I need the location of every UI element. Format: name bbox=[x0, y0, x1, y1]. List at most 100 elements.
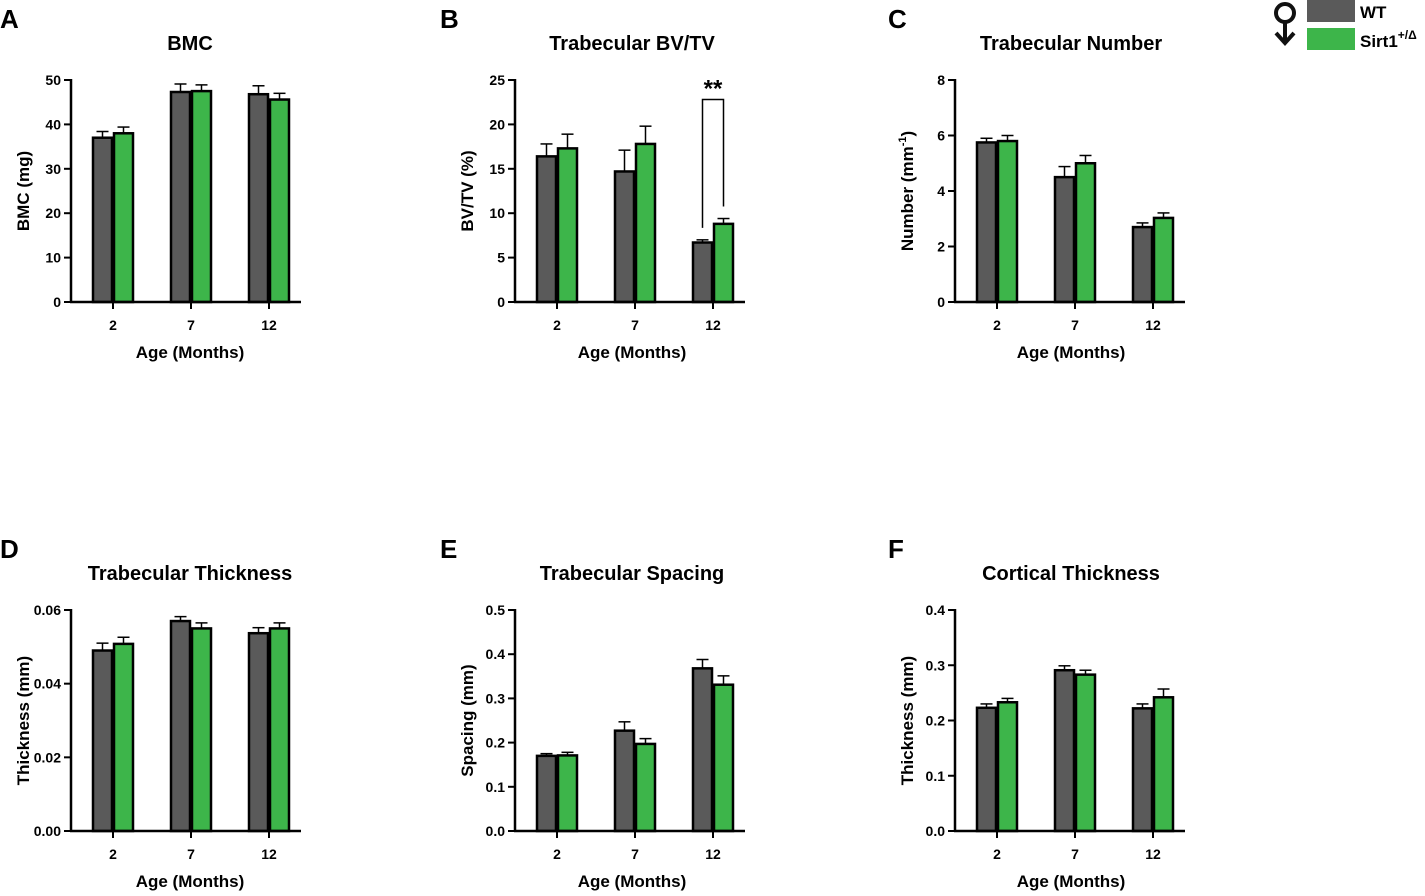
bar-wt-12 bbox=[247, 631, 270, 833]
bar-wt-7 bbox=[1053, 668, 1076, 833]
chart-title: Trabecular BV/TV bbox=[549, 33, 715, 55]
y-tick-label: 50 bbox=[45, 72, 61, 88]
y-tick-label: 15 bbox=[489, 161, 505, 177]
y-tick-label: 20 bbox=[489, 116, 505, 132]
x-tick-label: 2 bbox=[109, 846, 117, 862]
x-tick-label: 7 bbox=[187, 846, 195, 862]
y-tick-label: 0.3 bbox=[926, 657, 946, 673]
y-tick-label: 30 bbox=[45, 161, 61, 177]
y-tick-label: 6 bbox=[937, 128, 945, 144]
bar-sirt1-2 bbox=[112, 132, 135, 304]
panel-letter: A bbox=[0, 4, 19, 34]
chart-panel-e: E Trabecular Spacing 2 7 12 0.0 0.1 0.2 0.3 0.4 0.… bbox=[440, 534, 745, 891]
y-tick-label: 0.00 bbox=[34, 823, 61, 839]
x-tick-label: 12 bbox=[261, 317, 277, 333]
panel-letter: B bbox=[440, 4, 459, 34]
bar-wt-2 bbox=[91, 136, 114, 304]
y-axis-label: BV/TV (%) bbox=[458, 150, 477, 231]
x-axis-label: Age (Months) bbox=[1017, 343, 1126, 362]
bar-sirt1-7 bbox=[1074, 673, 1097, 833]
bar-wt-12 bbox=[1131, 225, 1154, 304]
x-tick-label: 12 bbox=[261, 846, 277, 862]
chart-title: Trabecular Thickness bbox=[88, 563, 293, 585]
chart-panel-d: D Trabecular Thickness 2 7 12 0.00 0.02 0.04 0.0… bbox=[0, 534, 301, 891]
chart-title: BMC bbox=[167, 33, 213, 55]
bar-sirt1-7 bbox=[634, 742, 657, 833]
x-axis-label: Age (Months) bbox=[136, 872, 245, 891]
y-tick-label: 0.3 bbox=[486, 690, 506, 706]
y-tick-label: 25 bbox=[489, 72, 505, 88]
bar-wt-12 bbox=[247, 92, 270, 304]
y-axis-label: Number (mm-1) bbox=[897, 131, 917, 251]
x-axis-label: Age (Months) bbox=[136, 343, 245, 362]
x-tick-label: 7 bbox=[1071, 846, 1079, 862]
y-axis-label: Thickness (mm) bbox=[898, 656, 917, 785]
legend: WT Sirt1+/Δ bbox=[1274, 0, 1417, 51]
legend-label-sirt1-sup: +/Δ bbox=[1398, 28, 1417, 42]
x-tick-label: 2 bbox=[993, 846, 1001, 862]
bar-sirt1-12 bbox=[268, 98, 291, 304]
y-tick-label: 0.06 bbox=[34, 602, 61, 618]
y-tick-label: 5 bbox=[497, 250, 505, 266]
y-tick-label: 0 bbox=[497, 294, 505, 310]
y-tick-label: 0.02 bbox=[34, 749, 61, 765]
chart-panel-c: C Trabecular Number 2 7 12 0 2 4 6 8 Age (Months) N… bbox=[888, 4, 1185, 362]
x-tick-label: 7 bbox=[1071, 317, 1079, 333]
y-axis-label-tail: ) bbox=[898, 131, 917, 137]
y-tick-label: 0 bbox=[937, 294, 945, 310]
bar-wt-2 bbox=[535, 754, 558, 833]
bar-wt-2 bbox=[535, 155, 558, 304]
y-axis-label-text: BV/TV (%) bbox=[458, 150, 477, 231]
y-tick-label: 20 bbox=[45, 205, 61, 221]
significance-label: ** bbox=[704, 76, 723, 103]
y-tick-label: 40 bbox=[45, 116, 61, 132]
y-axis-label-sup: -1 bbox=[897, 137, 909, 147]
bar-wt-12 bbox=[691, 241, 714, 304]
y-axis-label-text: Thickness (mm) bbox=[14, 656, 33, 785]
x-tick-label: 2 bbox=[993, 317, 1001, 333]
bar-sirt1-2 bbox=[556, 147, 579, 304]
panel-letter: D bbox=[0, 534, 19, 564]
significance-bracket bbox=[701, 98, 725, 228]
bar-sirt1-12 bbox=[1152, 696, 1175, 833]
bar-sirt1-2 bbox=[556, 754, 579, 833]
chart-title: Cortical Thickness bbox=[982, 563, 1160, 585]
y-axis-label: Thickness (mm) bbox=[14, 656, 33, 785]
panel-letter: F bbox=[888, 534, 904, 564]
x-tick-label: 2 bbox=[553, 846, 561, 862]
x-tick-label: 12 bbox=[1145, 846, 1161, 862]
y-tick-label: 0 bbox=[53, 294, 61, 310]
chart-title: Trabecular Number bbox=[980, 33, 1163, 55]
bar-wt-2 bbox=[91, 649, 114, 833]
x-tick-label: 7 bbox=[631, 317, 639, 333]
x-tick-label: 12 bbox=[705, 317, 721, 333]
bar-wt-7 bbox=[1053, 175, 1076, 304]
bar-sirt1-12 bbox=[1152, 216, 1175, 304]
chart-panel-a: A BMC 2 7 12 0 10 20 30 40 50 Age (Months) BMC (mg) bbox=[0, 4, 301, 362]
bar-sirt1-2 bbox=[996, 701, 1019, 833]
bar-sirt1-12 bbox=[712, 683, 735, 833]
bar-sirt1-12 bbox=[268, 627, 291, 833]
y-tick-label: 8 bbox=[937, 72, 945, 88]
y-tick-label: 0.4 bbox=[926, 602, 946, 618]
panel-letter: E bbox=[440, 534, 457, 564]
y-tick-label: 0.5 bbox=[486, 602, 506, 618]
legend-label-sirt1-base: Sirt1 bbox=[1360, 32, 1398, 51]
x-tick-label: 7 bbox=[631, 846, 639, 862]
x-axis-label: Age (Months) bbox=[1017, 872, 1126, 891]
y-axis-label: BMC (mg) bbox=[14, 151, 33, 231]
y-axis-label: Spacing (mm) bbox=[458, 664, 477, 776]
y-tick-label: 0.2 bbox=[926, 713, 946, 729]
x-tick-label: 2 bbox=[553, 317, 561, 333]
y-tick-label: 2 bbox=[937, 239, 945, 255]
legend-label-wt: WT bbox=[1360, 3, 1387, 22]
y-axis-label-text: BMC (mg) bbox=[14, 151, 33, 231]
bar-sirt1-7 bbox=[634, 142, 657, 304]
y-tick-label: 0.04 bbox=[34, 676, 61, 692]
bar-sirt1-2 bbox=[996, 139, 1019, 304]
bar-sirt1-12 bbox=[712, 222, 735, 304]
bar-wt-7 bbox=[169, 90, 192, 304]
chart-panel-f: F Cortical Thickness 2 7 12 0.0 0.1 0.2 0.3 0.4 Ag… bbox=[888, 534, 1185, 891]
